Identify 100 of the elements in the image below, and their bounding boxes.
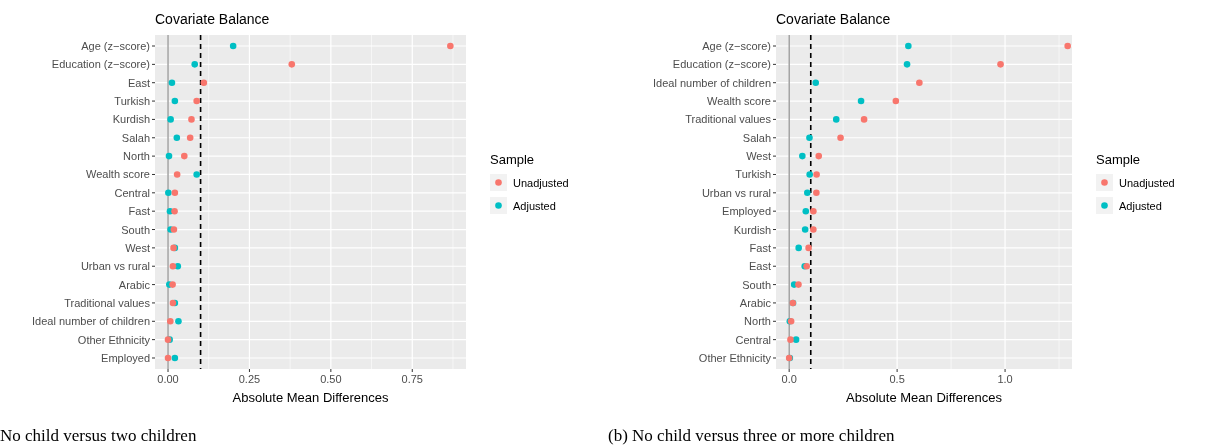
y-tick-label: Ideal number of children [652, 76, 771, 89]
y-tick-label: Salah [742, 131, 771, 144]
y-tick-label: Traditional values [685, 113, 772, 126]
y-tick-label: Education (z−score) [672, 58, 771, 71]
y-tick-label: South [742, 278, 771, 291]
y-tick-label: Kurdish [733, 223, 771, 236]
point [165, 189, 172, 197]
y-tick-label: Employed [101, 351, 150, 364]
point [892, 97, 900, 105]
y-tick-label: Education (z−score) [51, 58, 150, 71]
point [997, 61, 1004, 68]
point [813, 171, 820, 178]
point [170, 226, 178, 233]
y-tick-label: Other Ethnicity [77, 333, 151, 346]
point [171, 189, 179, 197]
point [787, 336, 794, 343]
point [171, 97, 179, 105]
legend-title: Sample [1096, 152, 1141, 167]
point [173, 134, 181, 142]
point [171, 207, 178, 215]
y-tick-label: West [746, 150, 771, 163]
point [860, 116, 868, 123]
text: (b) No child versus three or more children [608, 426, 896, 445]
x-tick-label: 0.50 [320, 373, 342, 385]
y-tick-label: Arabic [739, 296, 772, 309]
x-tick-label: 0.5 [889, 373, 905, 385]
y-tick-label: East [748, 260, 771, 273]
point [188, 116, 195, 123]
y-tick-label: North [744, 315, 771, 328]
y-tick-label: North [123, 150, 150, 163]
y-tick-label: Wealth score [86, 168, 150, 181]
y-tick-label: Ideal number of children [31, 315, 150, 328]
point [799, 152, 806, 160]
point [813, 189, 820, 197]
y-tick-label: Urban vs rural [701, 186, 771, 199]
y-tick-label: Kurdish [112, 113, 150, 126]
x-axis-title: Absolute Mean Differences [846, 390, 1003, 405]
x-tick-label: 1.0 [997, 373, 1013, 385]
x-tick-label: 0.25 [238, 373, 261, 385]
y-tick-label: Fast [128, 205, 150, 218]
y-tick-label: Traditional values [64, 296, 151, 309]
point [193, 97, 200, 105]
chart-title: Covariate Balance [776, 11, 891, 27]
point [171, 354, 179, 362]
text: No child versus two children [0, 426, 197, 445]
point [801, 226, 809, 233]
legend-label: Unadjusted [1119, 177, 1175, 189]
point [806, 171, 813, 178]
point [229, 42, 237, 50]
y-tick-label: Other Ethnicity [698, 351, 772, 364]
point [804, 189, 811, 197]
point [792, 336, 800, 343]
point [169, 262, 177, 270]
y-tick-label: Central [114, 186, 150, 199]
point [905, 42, 912, 50]
y-tick-label: Turkish [114, 95, 150, 108]
point [186, 134, 194, 142]
point [191, 61, 199, 68]
point [802, 207, 810, 215]
x-axis-title: Absolute Mean Differences [232, 390, 389, 405]
point [805, 244, 812, 252]
point [832, 116, 840, 123]
y-tick-label: Age (z−score) [81, 40, 150, 53]
point [903, 61, 911, 68]
y-tick-label: Turkish [735, 168, 771, 181]
point [193, 171, 200, 178]
x-tick-label: 0.00 [157, 373, 179, 385]
point [447, 42, 454, 50]
point [812, 79, 820, 87]
point [795, 244, 802, 252]
legend-label: Adjusted [513, 200, 556, 212]
legend-title: Sample [490, 152, 535, 167]
point [175, 317, 182, 325]
y-tick-label: Wealth score [707, 95, 771, 108]
y-tick-label: Age (z−score) [702, 40, 771, 53]
y-tick-label: Central [735, 333, 771, 346]
y-tick-label: Salah [121, 131, 150, 144]
point [167, 317, 174, 325]
point [810, 226, 817, 233]
point [164, 354, 172, 362]
point [810, 207, 817, 215]
y-tick-label: Employed [722, 205, 771, 218]
point [916, 79, 923, 87]
chart-title: Covariate Balance [155, 11, 270, 27]
point [167, 116, 174, 123]
y-tick-label: South [121, 223, 150, 236]
point [806, 134, 813, 142]
y-tick-label: Urban vs rural [80, 260, 150, 273]
point [857, 97, 865, 105]
point [795, 281, 802, 288]
x-tick-label: 0.0 [781, 373, 797, 385]
point [168, 79, 176, 87]
y-tick-label: East [127, 76, 150, 89]
point [181, 152, 188, 160]
y-tick-label: Fast [749, 241, 771, 254]
point [165, 152, 173, 160]
point [837, 134, 844, 142]
legend-label: Adjusted [1119, 200, 1162, 212]
point [815, 152, 823, 160]
point [200, 79, 208, 87]
